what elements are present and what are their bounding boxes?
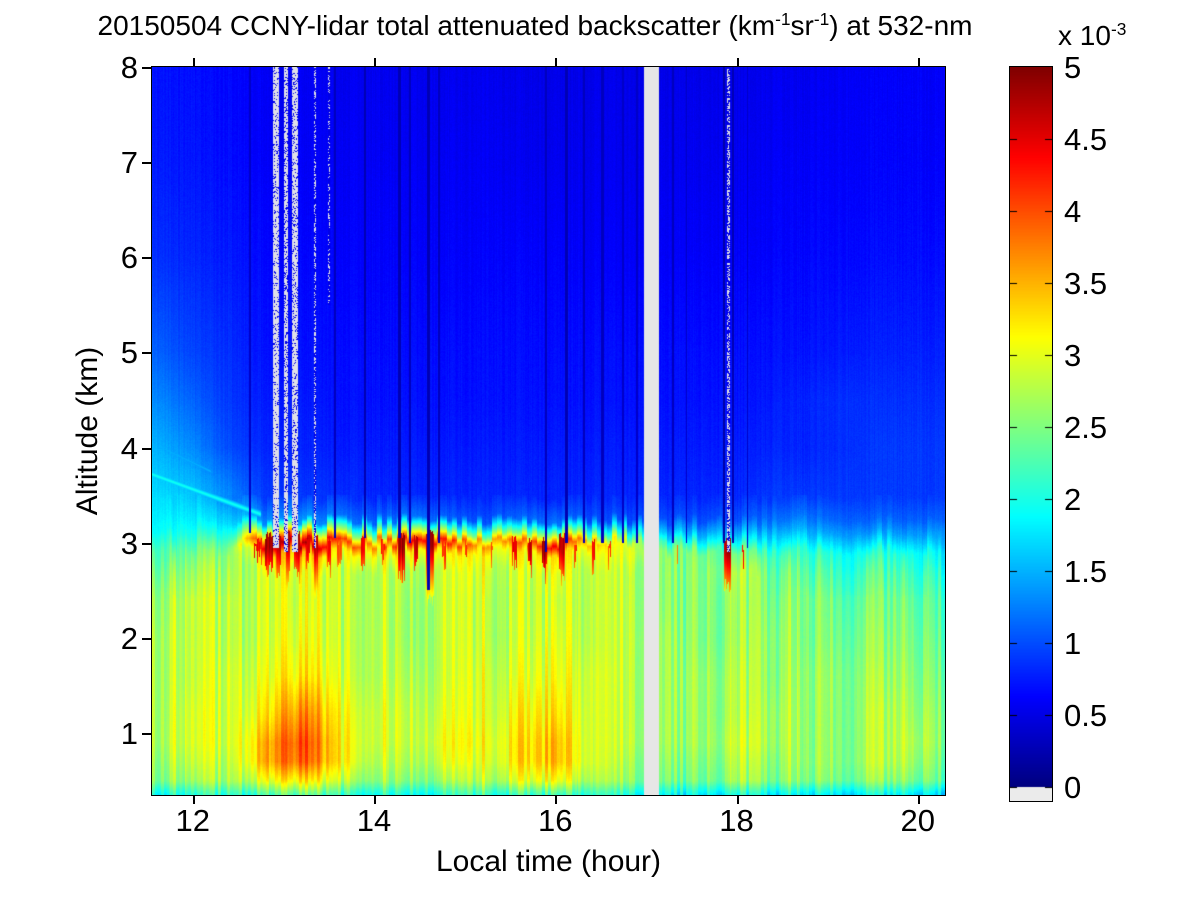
colorbar-tick-label: 0.5 bbox=[1064, 698, 1108, 733]
x-tick-label: 18 bbox=[719, 803, 754, 838]
y-tick-label: 2 bbox=[120, 620, 138, 656]
y-tick-label: 4 bbox=[120, 430, 138, 466]
y-axis-tick bbox=[142, 257, 151, 260]
y-tick-label: 6 bbox=[120, 240, 138, 276]
y-axis-tick bbox=[142, 162, 151, 165]
colorbar-tick-label: 1.5 bbox=[1064, 554, 1108, 589]
title-text-2: sr bbox=[790, 10, 814, 41]
plot-title: 20150504 CCNY-lidar total attenuated bac… bbox=[20, 9, 1050, 42]
x-axis-tick bbox=[374, 796, 377, 804]
x-tick-label: 14 bbox=[356, 803, 392, 838]
x-axis-tick bbox=[555, 796, 558, 804]
x-axis-label: Local time (hour) bbox=[435, 845, 662, 878]
x-tick-label: 20 bbox=[900, 803, 936, 838]
title-superscript-2: -1 bbox=[813, 9, 830, 30]
title-superscript-1: -1 bbox=[775, 9, 791, 30]
backscatter-heatmap bbox=[152, 67, 945, 795]
y-axis-tick bbox=[142, 542, 151, 545]
y-tick-label: 1 bbox=[120, 716, 138, 752]
colorbar-tick-label: 4 bbox=[1064, 194, 1082, 229]
title-text-1: 20150504 CCNY-lidar total attenuated bac… bbox=[97, 10, 776, 41]
colorbar-scale-exponent: -3 bbox=[1110, 19, 1127, 40]
title-text-3: ) at 532-nm bbox=[829, 10, 973, 41]
colorbar-tick-label: 1 bbox=[1064, 626, 1082, 661]
y-axis-tick bbox=[142, 67, 151, 69]
x-tick-label: 12 bbox=[175, 803, 211, 838]
colorbar-tick-label: 2.5 bbox=[1064, 410, 1108, 445]
y-tick-label: 3 bbox=[120, 525, 138, 561]
x-axis-tick bbox=[736, 796, 739, 804]
y-tick-label: 7 bbox=[120, 145, 138, 181]
y-tick-label: 8 bbox=[120, 50, 138, 85]
x-axis-tick bbox=[917, 58, 920, 66]
colorbar-tick-label: 2 bbox=[1064, 482, 1082, 517]
x-axis-tick bbox=[192, 796, 195, 804]
colorbar-tick-label: 3.5 bbox=[1064, 266, 1108, 301]
x-axis-tick bbox=[555, 58, 558, 66]
y-axis-tick bbox=[142, 637, 151, 640]
x-axis-tick bbox=[736, 58, 739, 66]
colorbar-tick-label: 3 bbox=[1064, 338, 1082, 373]
x-axis-tick bbox=[374, 58, 377, 66]
y-axis-tick bbox=[142, 447, 151, 450]
x-axis-tick bbox=[192, 58, 195, 66]
y-tick-label: 5 bbox=[120, 335, 138, 371]
y-axis-tick bbox=[142, 733, 151, 736]
colorbar-gradient bbox=[1010, 67, 1052, 801]
colorbar-tick-label: 0 bbox=[1064, 770, 1082, 805]
colorbar-tick-label: 5 bbox=[1064, 50, 1082, 85]
colorbar-tick-label: 4.5 bbox=[1064, 122, 1108, 157]
x-tick-label: 16 bbox=[538, 803, 573, 838]
y-axis-tick bbox=[142, 352, 151, 355]
colorbar-scale-label: x 10-3 bbox=[1058, 19, 1127, 52]
colorbar bbox=[1009, 66, 1053, 802]
x-axis-tick bbox=[917, 796, 920, 804]
colorbar-scale-base: x 10 bbox=[1058, 20, 1111, 51]
plot-area bbox=[151, 66, 946, 796]
